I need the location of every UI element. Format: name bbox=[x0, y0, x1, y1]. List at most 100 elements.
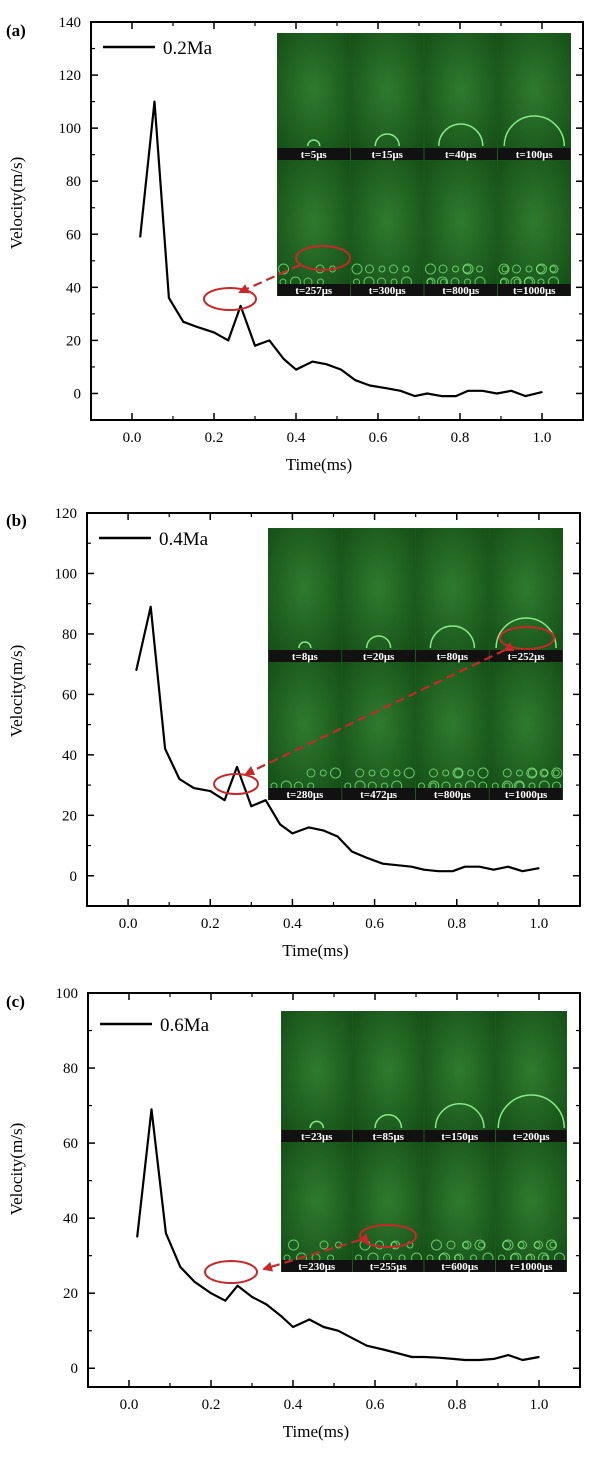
data-point bbox=[382, 1348, 385, 1351]
data-point bbox=[308, 1318, 311, 1321]
x-tick-label: 0.6 bbox=[365, 916, 384, 932]
data-point bbox=[521, 1359, 524, 1361]
x-tick-label: 1.0 bbox=[530, 916, 549, 932]
data-point bbox=[354, 379, 357, 382]
data-point bbox=[251, 1296, 253, 1298]
timestamp-bar bbox=[424, 1260, 495, 1272]
data-point bbox=[478, 1359, 481, 1361]
bubble-shape bbox=[374, 1114, 403, 1129]
x-tick-label: 0.2 bbox=[201, 916, 220, 932]
timestamp-bar bbox=[277, 284, 350, 296]
data-point bbox=[209, 790, 212, 792]
y-axis-title: Velocity(m/s) bbox=[7, 645, 26, 738]
x-tick-label: 0.4 bbox=[287, 430, 306, 446]
highlight-ellipse bbox=[295, 245, 351, 271]
bubble-shape bbox=[309, 1120, 325, 1129]
data-point bbox=[369, 384, 371, 387]
data-point bbox=[451, 870, 454, 873]
timestamp-bar bbox=[416, 788, 489, 800]
frame-timestamp: t=85μs bbox=[373, 1131, 405, 1143]
frame-timestamp: t=255μs bbox=[370, 1261, 408, 1273]
data-point bbox=[496, 392, 498, 395]
chart-panel-b: (b) 0.0 0.2 0.4 0.6 0.8 1.0 0 20 40 60 80 100 120 Time… bbox=[6, 506, 581, 960]
frame-timestamp: t=1000μs bbox=[505, 789, 548, 801]
panel-label: (b) bbox=[6, 511, 27, 530]
cavitation-cloud bbox=[551, 767, 563, 779]
cavitation-cloud bbox=[525, 265, 533, 273]
chart-panel-c: (c) 0.0 0.2 0.4 0.6 0.8 1.0 0 20 40 60 80 100 Time(ms… bbox=[6, 986, 581, 1441]
frame-image bbox=[268, 528, 342, 662]
data-point bbox=[250, 805, 253, 808]
x-tick-label: 1.0 bbox=[533, 430, 552, 446]
data-point bbox=[410, 865, 413, 868]
y-tick-label: 60 bbox=[63, 1136, 78, 1152]
data-point bbox=[264, 799, 267, 801]
data-point bbox=[493, 1358, 495, 1360]
data-point bbox=[213, 331, 215, 334]
y-tick-label: 80 bbox=[66, 174, 81, 190]
frame-image bbox=[342, 662, 415, 800]
cavitation-cloud bbox=[546, 1239, 557, 1251]
timestamp-bar bbox=[351, 148, 424, 160]
data-point bbox=[464, 1359, 467, 1361]
data-point bbox=[153, 100, 156, 103]
timestamp-bar bbox=[496, 1260, 567, 1272]
inset-frame: t=1000μs bbox=[496, 1142, 567, 1273]
x-tick-label: 0.2 bbox=[205, 430, 224, 446]
cavitation-cloud bbox=[446, 1240, 456, 1250]
bubble-shape bbox=[374, 133, 400, 147]
cavitation-cloud bbox=[402, 265, 410, 273]
data-point bbox=[426, 392, 429, 395]
timestamp-bar bbox=[424, 148, 497, 160]
data-point bbox=[399, 390, 402, 392]
y-tick-label: 40 bbox=[63, 1211, 78, 1227]
x-tick-label: 1.0 bbox=[530, 1397, 549, 1413]
data-point bbox=[322, 829, 325, 832]
highlight-ellipse bbox=[499, 626, 555, 650]
data-point bbox=[382, 862, 384, 865]
chart-panel-a: (a) 0.0 0.2 0.4 0.6 0.8 1.0 0 20 40 60 80 100 120 140 T… bbox=[6, 15, 584, 474]
data-point bbox=[268, 339, 271, 342]
dashed-arrow bbox=[262, 1232, 370, 1272]
cavitation-cloud bbox=[365, 264, 374, 274]
y-tick-label: 60 bbox=[66, 227, 81, 243]
bubble-shape bbox=[503, 115, 565, 147]
frame-timestamp: t=5μs bbox=[301, 149, 328, 161]
inset-frame: t=85μs bbox=[353, 1011, 424, 1143]
data-point bbox=[239, 305, 242, 307]
cavitation-cloud bbox=[539, 768, 549, 778]
x-tick-label: 0.0 bbox=[120, 1397, 139, 1413]
legend-label: 0.4Ma bbox=[159, 529, 209, 550]
timestamp-bar bbox=[424, 1130, 495, 1142]
timestamp-bar bbox=[277, 148, 350, 160]
timestamp-bar bbox=[496, 1130, 567, 1142]
inset-frame: t=15μs bbox=[351, 33, 424, 161]
x-tick-label: 0.0 bbox=[119, 916, 138, 932]
cavitation-cloud bbox=[438, 264, 448, 274]
frame-image bbox=[498, 33, 571, 160]
frame-timestamp: t=800μs bbox=[442, 285, 480, 297]
y-tick-label: 140 bbox=[59, 15, 82, 31]
data-point bbox=[492, 868, 495, 871]
cavitation-cloud bbox=[536, 263, 547, 275]
cavitation-cloud bbox=[501, 265, 509, 273]
cavitation-cloud bbox=[549, 264, 559, 274]
data-point bbox=[437, 870, 440, 873]
inset-frame: t=8μs bbox=[268, 528, 342, 663]
frame-timestamp: t=8μs bbox=[292, 651, 319, 663]
inset-frame: t=257μs bbox=[277, 160, 350, 297]
data-point bbox=[168, 297, 170, 299]
inset-frame: t=20μs bbox=[342, 528, 415, 663]
legend-label: 0.2Ma bbox=[163, 38, 213, 59]
bubble-shape bbox=[438, 123, 484, 147]
frame-image bbox=[496, 1142, 567, 1272]
inset-frame: t=5μs bbox=[277, 33, 350, 161]
y-tick-label: 120 bbox=[59, 68, 82, 84]
frame-image bbox=[424, 1011, 495, 1142]
data-point bbox=[165, 1232, 167, 1234]
cavitation-cloud bbox=[533, 1241, 541, 1249]
cavitation-cloud bbox=[431, 1239, 442, 1251]
frame-timestamp: t=800μs bbox=[434, 789, 472, 801]
data-point bbox=[414, 395, 416, 397]
data-point bbox=[351, 850, 353, 853]
